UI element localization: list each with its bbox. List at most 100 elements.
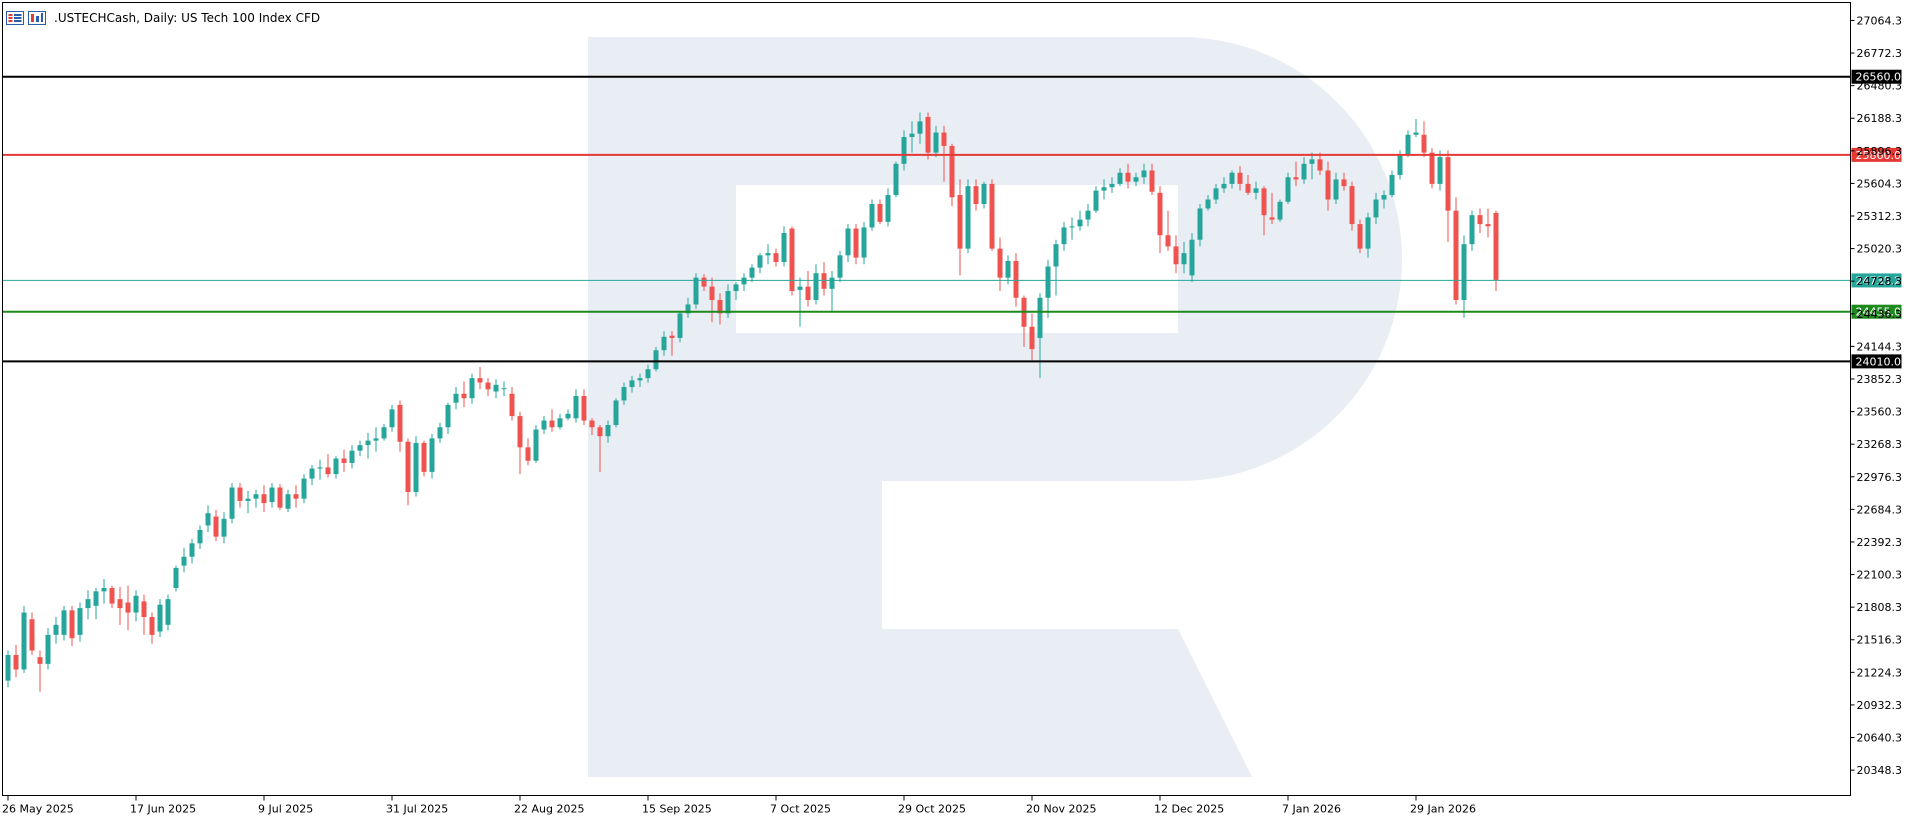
candle-body — [1117, 172, 1123, 184]
candle-body — [533, 429, 539, 461]
y-tick-label: 23560.3 — [1857, 406, 1903, 419]
plot-area[interactable] — [5, 112, 1499, 692]
candle-body — [589, 420, 595, 428]
candle — [749, 264, 755, 283]
candle-body — [893, 163, 899, 196]
candle-body — [1093, 190, 1099, 211]
candle — [845, 224, 851, 263]
y-tick-label: 26480.3 — [1857, 80, 1903, 93]
candle — [1317, 152, 1323, 175]
candle — [1405, 130, 1411, 158]
candle — [1013, 253, 1019, 307]
candle — [325, 454, 331, 478]
x-tick-label: 12 Dec 2025 — [1154, 803, 1224, 816]
candle-body — [1453, 210, 1459, 300]
chart-title: .USTECHCash, Daily: US Tech 100 Index CF… — [54, 11, 321, 25]
candle-body — [205, 513, 211, 526]
candle — [1093, 186, 1099, 213]
level-label: 24010.0 — [1856, 355, 1902, 368]
y-tick-label: 25020.3 — [1857, 243, 1903, 256]
candle-body — [1461, 244, 1467, 300]
candle — [1077, 210, 1083, 231]
candle — [133, 590, 139, 622]
candle — [381, 423, 387, 441]
candle — [253, 489, 259, 508]
candle-body — [1213, 188, 1219, 200]
candle — [629, 375, 635, 393]
candle — [1365, 212, 1371, 258]
candle — [989, 179, 995, 251]
candle-body — [1485, 224, 1491, 227]
candle — [493, 379, 499, 399]
candle — [501, 381, 507, 396]
candle-body — [725, 291, 731, 314]
candle-body — [165, 599, 171, 625]
candle-body — [1277, 201, 1283, 220]
x-tick-label: 29 Jan 2026 — [1410, 803, 1476, 816]
candle — [429, 433, 435, 479]
candle — [157, 599, 163, 638]
candle-body — [245, 498, 251, 501]
chart-window-icon[interactable] — [28, 11, 46, 25]
candle — [117, 586, 123, 625]
candle — [589, 418, 595, 436]
candle-body — [101, 587, 107, 592]
candle-body — [821, 273, 827, 289]
candle — [13, 644, 19, 678]
candle-body — [325, 467, 331, 475]
candle-body — [429, 438, 435, 472]
candle-body — [453, 393, 459, 403]
candle — [733, 282, 739, 300]
price-axis[interactable]: 27064.3 26772.3 26480.3 26188.3 25896.3 25604… — [1850, 14, 1903, 777]
candle — [877, 199, 883, 225]
candle — [261, 485, 267, 513]
candle-body — [1261, 188, 1267, 216]
candle-body — [125, 602, 131, 613]
candle-body — [901, 137, 907, 164]
candle-body — [69, 610, 75, 639]
candle-body — [1205, 199, 1211, 209]
y-tick-label: 21516.3 — [1857, 634, 1903, 647]
candle-body — [693, 277, 699, 305]
level-badge — [1851, 304, 1902, 319]
candle — [1469, 210, 1475, 251]
time-axis[interactable]: 26 May 2025 17 Jun 2025 9 Jul 2025 31 Jul 2… — [2, 795, 1476, 816]
candle-body — [189, 543, 195, 557]
candle — [285, 489, 291, 513]
x-tick-label: 29 Oct 2025 — [898, 803, 966, 816]
level-badge — [1851, 354, 1902, 369]
candle — [1477, 208, 1483, 234]
list-icon[interactable] — [6, 11, 24, 25]
logo-watermark — [588, 37, 1402, 777]
candle — [509, 387, 515, 421]
candle-body — [757, 255, 763, 268]
candle — [805, 270, 811, 307]
candle — [605, 420, 611, 443]
candle — [349, 445, 355, 469]
y-tick-label: 20932.3 — [1857, 699, 1903, 712]
y-tick-label: 23268.3 — [1857, 438, 1903, 451]
candle — [1237, 166, 1243, 191]
candle — [277, 484, 283, 510]
candle — [829, 270, 835, 312]
candle-body — [1469, 215, 1475, 245]
candle-body — [1045, 266, 1051, 298]
candle-body — [317, 467, 323, 469]
candle-body — [1493, 212, 1499, 280]
candle-body — [493, 384, 499, 392]
candle — [1125, 163, 1131, 189]
candle-body — [45, 634, 51, 664]
candle — [1157, 186, 1163, 254]
chart-header: .USTECHCash, Daily: US Tech 100 Index CF… — [6, 9, 320, 27]
candle — [1085, 203, 1091, 227]
y-tick-label: 22100.3 — [1857, 569, 1903, 582]
candle — [917, 112, 923, 144]
candle — [389, 404, 395, 432]
x-tick-label: 26 May 2025 — [2, 803, 74, 816]
candle-body — [269, 487, 275, 503]
candle — [853, 224, 859, 265]
candle-body — [1221, 183, 1227, 189]
candle — [1069, 217, 1075, 240]
candle-body — [885, 195, 891, 222]
candle-body — [1477, 215, 1483, 225]
